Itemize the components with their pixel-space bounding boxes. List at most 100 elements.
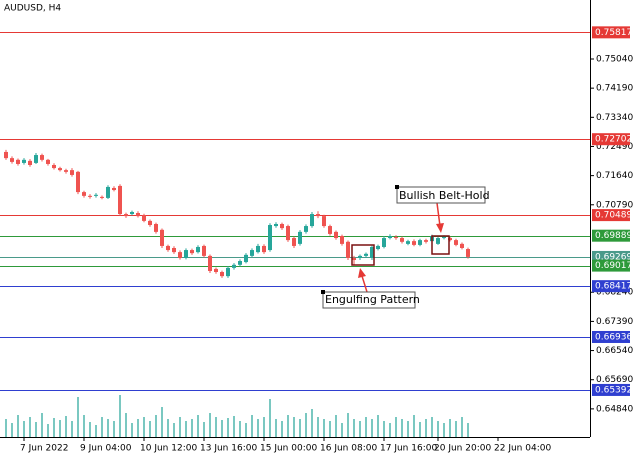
candle-body [46,159,50,164]
candle-body [100,196,104,198]
candle-body [358,255,362,258]
pattern-box [431,235,450,255]
candle-body [118,185,122,215]
candle-body [202,245,206,256]
candle-body [106,186,110,198]
y-tick-label: 0.74190 [596,84,633,94]
candle-body [298,231,302,244]
candle-body [232,264,236,268]
candle-body [178,252,182,258]
candle-body [406,241,410,244]
candle-body [88,195,92,197]
x-tick-label: 13 Jun 16:00 [200,444,257,454]
candle-body [394,237,398,239]
arrow-head [358,268,366,278]
candle-body [34,155,38,163]
candle-body [130,211,134,215]
candle-body [28,160,32,165]
candle-body [286,226,290,241]
candle-body [214,268,218,273]
y-tick-label: 0.72490 [596,142,633,152]
candle-body [346,241,350,258]
candle-body [382,238,386,247]
anchor [395,185,399,189]
candle-body [340,235,344,244]
candle-body [64,170,68,172]
candle-body [364,253,368,256]
arrow-head [436,223,444,233]
candle-body [220,272,224,277]
candle-body [40,155,44,160]
candle-body [274,223,278,227]
candle-body [322,216,326,227]
candle-body [334,231,338,239]
candle-body [244,254,248,263]
level-label: 0.66936 [595,332,632,342]
candle-body [58,168,62,171]
candle-body [250,250,254,256]
candle-body [316,214,320,217]
arrow [361,275,368,293]
candle-body [262,245,266,253]
candle-body [370,246,374,258]
candle-body [280,223,284,229]
candle-body [196,246,200,253]
candle-body [256,245,260,253]
y-tick-label: 0.70790 [596,200,633,210]
y-tick-label: 0.75040 [596,54,633,64]
candle-body [388,235,392,239]
candle-body [238,261,242,265]
candle-body [184,250,188,258]
candle-body [436,238,440,244]
candle-body [160,229,164,246]
level-label-bg [592,383,630,396]
x-tick-label: 22 Jun 04:00 [494,444,551,454]
level-label: 0.65392 [595,385,632,395]
x-tick-label: 17 Jun 16:00 [380,444,437,454]
candle-body [82,192,86,196]
y-tick-label: 0.64840 [596,404,633,414]
candle-body [148,220,152,226]
candle-body [124,214,128,217]
x-tick-label: 10 Jun 12:00 [140,444,197,454]
y-tick-label: 0.65690 [596,375,633,385]
candle-body [22,159,26,163]
level-label: 0.75817 [595,28,632,38]
level-label-bg [592,209,630,222]
x-tick-label: 16 Jun 08:00 [320,444,377,454]
x-tick-label: 15 Jun 00:00 [260,444,317,454]
candle-body [208,255,212,271]
candle-body [466,249,470,257]
plot: 0.75040 0.74190 0.73340 0.72490 0.71640 0.707… [0,32,633,454]
level-label: 0.69269 [595,252,632,262]
annotation: Bullish Belt-Hold [399,189,490,202]
level-label: 0.72702 [595,135,632,145]
level-label-bg [592,330,630,343]
level-label: 0.69017 [595,261,632,271]
candle-body [448,238,452,241]
candle-body [16,159,20,164]
level-label: 0.70489 [595,211,632,221]
level-label: 0.69889 [595,231,632,241]
candle-body [166,245,170,251]
candle-body [94,194,98,196]
candle-body [352,257,356,261]
candle-body [70,170,74,175]
candle-body [4,151,8,159]
candle-body [412,241,416,245]
y-tick-label: 0.68240 [596,288,633,298]
annotation: Engulfing Pattern [325,293,420,306]
y-tick-label: 0.67390 [596,317,633,327]
y-tick-label: 0.73340 [596,113,633,123]
candle-body [304,226,308,232]
candle-body [310,214,314,227]
y-tick-label: 0.71640 [596,171,633,181]
candle-body [190,250,194,254]
candle-body [76,171,80,193]
arrow [436,202,441,227]
candle-body [460,243,464,248]
candle-body [136,213,140,217]
candle-body [172,247,176,253]
